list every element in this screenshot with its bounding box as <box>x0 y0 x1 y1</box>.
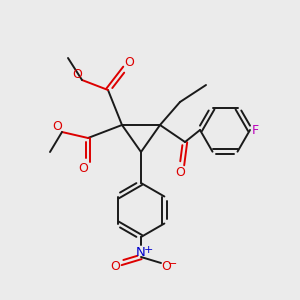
Text: N: N <box>136 247 146 260</box>
Text: O: O <box>110 260 120 274</box>
Text: +: + <box>143 245 153 255</box>
Text: O: O <box>124 56 134 68</box>
Text: −: − <box>168 259 178 269</box>
Text: O: O <box>161 260 171 274</box>
Text: O: O <box>52 119 62 133</box>
Text: O: O <box>72 68 82 80</box>
Text: O: O <box>175 166 185 178</box>
Text: F: F <box>251 124 259 136</box>
Text: O: O <box>78 161 88 175</box>
